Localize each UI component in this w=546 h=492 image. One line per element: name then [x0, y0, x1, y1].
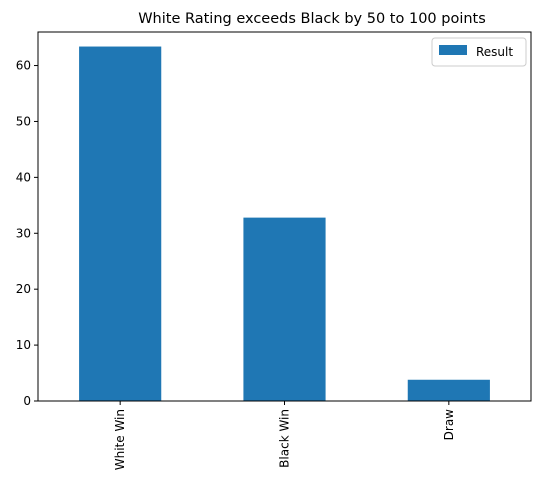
y-axis: 0 10 20 30 40 50 60 [16, 59, 38, 408]
y-tick-label: 0 [23, 394, 31, 408]
legend-swatch [439, 45, 467, 55]
bars [79, 46, 490, 401]
chart-title: White Rating exceeds Black by 50 to 100 … [138, 11, 486, 27]
bar-draw [407, 379, 490, 401]
y-tick-label: 30 [16, 226, 31, 240]
x-tick-label: White Win [113, 409, 127, 470]
plot-frame [37, 31, 532, 402]
x-tick-label: Black Win [278, 409, 292, 468]
legend: Result [431, 37, 527, 67]
bar-white-win [79, 46, 162, 401]
x-axis: White Win Black Win Draw [113, 401, 456, 470]
y-tick-label: 10 [16, 338, 31, 352]
y-tick-label: 50 [16, 114, 31, 128]
bar-black-win [243, 217, 326, 401]
y-tick-label: 40 [16, 170, 31, 184]
y-tick-label: 60 [16, 59, 31, 73]
legend-label-result: Result [476, 45, 513, 59]
y-tick-label: 20 [16, 282, 31, 296]
x-tick-label: Draw [442, 409, 456, 441]
